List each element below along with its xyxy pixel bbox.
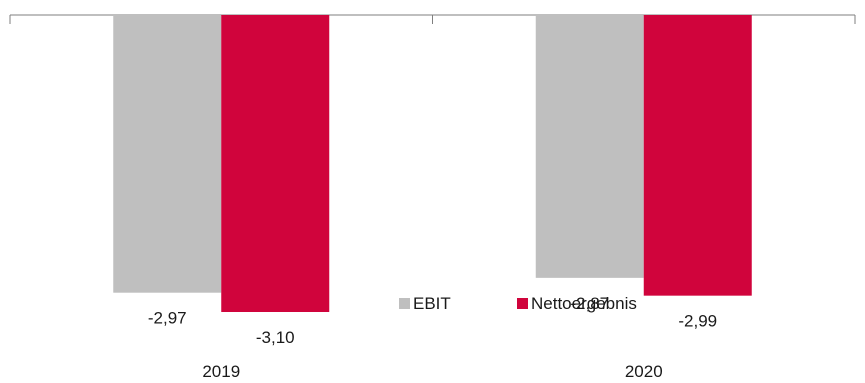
bar-ebit-2020 [535, 15, 644, 278]
bar-nettoergebnis-2020 [643, 15, 752, 296]
data-label: -3,10 [256, 328, 295, 347]
bar-nettoergebnis-2019 [221, 15, 330, 312]
legend-entry: EBIT [413, 294, 451, 313]
data-label: -2,87 [570, 294, 609, 313]
data-label: -2,99 [678, 312, 717, 331]
legend-swatch [399, 298, 410, 309]
legend-entry: Nettoergebnis [531, 294, 637, 313]
data-label: -2,97 [148, 309, 187, 328]
bar-ebit-2019 [113, 15, 222, 293]
legend: EBIT Nettoergebnis [399, 294, 637, 313]
category-label: 2019 [202, 362, 240, 381]
category-label: 2020 [625, 362, 663, 381]
legend-swatch [517, 298, 528, 309]
